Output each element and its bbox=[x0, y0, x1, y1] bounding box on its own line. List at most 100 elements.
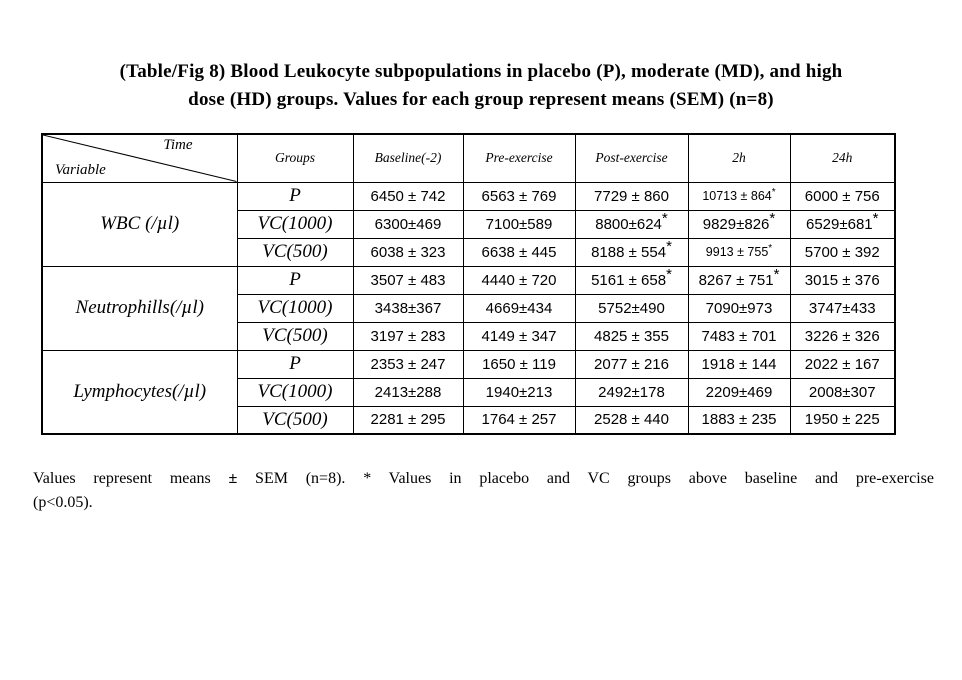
column-header: 24h bbox=[789, 133, 896, 183]
value-cell: 1918 ± 144 bbox=[687, 349, 791, 379]
value-text: 1883 ± 235 bbox=[701, 411, 777, 429]
value-cell: 5161 ± 658* bbox=[574, 265, 689, 295]
value-text: 2077 ± 216 bbox=[594, 355, 669, 373]
value-cell: 1950 ± 225 bbox=[789, 405, 896, 435]
group-cell: VC(500) bbox=[236, 405, 354, 435]
group-cell: VC(500) bbox=[236, 321, 354, 351]
value-cell: 2022 ± 167 bbox=[789, 349, 896, 379]
leukocyte-table: Time Variable Groups Baseline(-2) Pre-exer… bbox=[41, 133, 896, 435]
table-row: VC(500) 2281 ± 295 1764 ± 257 2528 ± 440 188… bbox=[42, 405, 896, 435]
table-header: Time Variable Groups Baseline(-2) Pre-exer… bbox=[41, 133, 896, 183]
value-text: 4149 ± 347 bbox=[481, 327, 557, 345]
value-text: 3015 ± 376 bbox=[804, 271, 880, 289]
value-text: 4825 ± 355 bbox=[594, 327, 669, 345]
value-cell: 3015 ± 376 bbox=[789, 265, 896, 295]
value-cell: 1764 ± 257 bbox=[462, 405, 576, 435]
value-cell: 3507 ± 483 bbox=[352, 265, 464, 295]
value-text: 8188 ± 554 bbox=[591, 243, 667, 261]
value-text: 4669±434 bbox=[485, 299, 553, 317]
value-cell: 8267 ± 751* bbox=[687, 265, 791, 295]
table-row: VC(500) 3197 ± 283 4149 ± 347 4825 ± 355 748… bbox=[42, 321, 896, 351]
table-row: Lymphocytes(/µl) P 2353 ± 247 1650 ± 119 207… bbox=[41, 349, 896, 435]
value-cell: 4440 ± 720 bbox=[462, 265, 576, 295]
value-text: 7483 ± 701 bbox=[701, 327, 777, 345]
value-text: 7729 ± 860 bbox=[594, 187, 669, 205]
page-title: (Table/Fig 8) Blood Leukocyte subpopulat… bbox=[119, 61, 843, 110]
value-text: 3438±367 bbox=[374, 299, 442, 317]
value-cell: 9829±826* bbox=[687, 209, 791, 239]
value-cell: 4669±434 bbox=[462, 293, 576, 323]
corner-variable-label: Variable bbox=[55, 161, 106, 178]
value-text: 10713 ± 864 bbox=[702, 189, 772, 203]
group-cell: VC(1000) bbox=[236, 209, 354, 239]
value-text: 5700 ± 392 bbox=[804, 243, 880, 261]
value-cell: 2353 ± 247 bbox=[352, 349, 464, 379]
table-body: WBC (/µl) P 6450 ± 742 6563 ± 769 7729 ± 860… bbox=[41, 181, 896, 435]
variable-cell: Lymphocytes(/µl) bbox=[41, 349, 238, 435]
group-cell: P bbox=[236, 181, 354, 211]
value-text: 2281 ± 295 bbox=[370, 411, 446, 429]
corner-time-label: Time bbox=[163, 137, 193, 153]
footnote-text-pre: Values represent means bbox=[33, 470, 229, 487]
value-cell: 5752±490 bbox=[574, 293, 689, 323]
value-text: 2209±469 bbox=[705, 383, 773, 401]
value-text: 3226 ± 326 bbox=[804, 327, 880, 345]
value-text: 4440 ± 720 bbox=[481, 271, 557, 289]
value-cell: 2008±307 bbox=[789, 377, 896, 407]
footnote: Values represent means ± SEM (n=8). * Va… bbox=[33, 467, 934, 515]
plus-minus-symbol: ± bbox=[228, 470, 238, 487]
value-cell: 6563 ± 769 bbox=[462, 181, 576, 211]
corner-cell: Time Variable bbox=[41, 133, 238, 183]
value-text: 6638 ± 445 bbox=[481, 243, 557, 261]
value-cell: 3438±367 bbox=[352, 293, 464, 323]
group-cell: P bbox=[236, 349, 354, 379]
table-row: WBC (/µl) P 6450 ± 742 6563 ± 769 7729 ± 860… bbox=[41, 181, 896, 267]
value-cell: 6000 ± 756 bbox=[789, 181, 896, 211]
header-row: Time Variable Groups Baseline(-2) Pre-exer… bbox=[41, 133, 896, 183]
group-cell: VC(1000) bbox=[236, 377, 354, 407]
group-cell: P bbox=[236, 265, 354, 295]
value-text: 3197 ± 283 bbox=[370, 327, 446, 345]
value-cell: 1650 ± 119 bbox=[462, 349, 576, 379]
value-cell: 2413±288 bbox=[352, 377, 464, 407]
value-text: 3507 ± 483 bbox=[370, 271, 446, 289]
value-text: 2022 ± 167 bbox=[804, 355, 880, 373]
value-text: 1918 ± 144 bbox=[701, 355, 777, 373]
table-row: VC(1000) 6300±469 7100±589 8800±624* 9829±82… bbox=[42, 209, 896, 239]
table-row: VC(1000) 3438±367 4669±434 5752±490 7090±973… bbox=[42, 293, 896, 323]
value-text: 9829±826 bbox=[702, 215, 770, 233]
value-text: 2353 ± 247 bbox=[370, 355, 446, 373]
value-cell: 2528 ± 440 bbox=[574, 405, 689, 435]
value-text: 5752±490 bbox=[598, 299, 665, 317]
value-cell: 3747±433 bbox=[789, 293, 896, 323]
value-text: 6529±681 bbox=[806, 215, 873, 233]
value-cell: 4149 ± 347 bbox=[462, 321, 576, 351]
value-text: 6000 ± 756 bbox=[804, 187, 880, 205]
value-cell: 1883 ± 235 bbox=[687, 405, 791, 435]
value-text: 2413±288 bbox=[374, 383, 442, 401]
value-cell: 5700 ± 392 bbox=[789, 237, 896, 267]
value-text: 6300±469 bbox=[374, 215, 442, 233]
group-cell: VC(500) bbox=[236, 237, 354, 267]
value-text: 1764 ± 257 bbox=[481, 411, 557, 429]
table-row: Neutrophills(/µl) P 3507 ± 483 4440 ± 720 51… bbox=[41, 265, 896, 351]
column-header: Baseline(-2) bbox=[352, 133, 464, 183]
value-cell: 1940±213 bbox=[462, 377, 576, 407]
value-text: 6563 ± 769 bbox=[481, 187, 557, 205]
value-cell: 7729 ± 860 bbox=[574, 181, 689, 211]
value-cell: 9913 ± 755* bbox=[687, 237, 791, 267]
value-text: 5161 ± 658 bbox=[591, 271, 667, 289]
value-cell: 3197 ± 283 bbox=[352, 321, 464, 351]
footnote-line-2: (p<0.05). bbox=[33, 494, 93, 511]
column-header: Pre-exercise bbox=[462, 133, 576, 183]
value-text: 9913 ± 755 bbox=[705, 245, 769, 259]
footnote-line-1: Values represent means ± SEM (n=8). * Va… bbox=[33, 467, 934, 491]
value-text: 1650 ± 119 bbox=[482, 355, 556, 373]
value-text: 6038 ± 323 bbox=[370, 243, 446, 261]
value-text: 8800±624 bbox=[595, 215, 662, 233]
table-row: VC(500) 6038 ± 323 6638 ± 445 8188 ± 554* 99… bbox=[42, 237, 896, 267]
value-cell: 6638 ± 445 bbox=[462, 237, 576, 267]
value-cell: 7483 ± 701 bbox=[687, 321, 791, 351]
value-text: 7090±973 bbox=[705, 299, 773, 317]
variable-cell: Neutrophills(/µl) bbox=[41, 265, 238, 351]
